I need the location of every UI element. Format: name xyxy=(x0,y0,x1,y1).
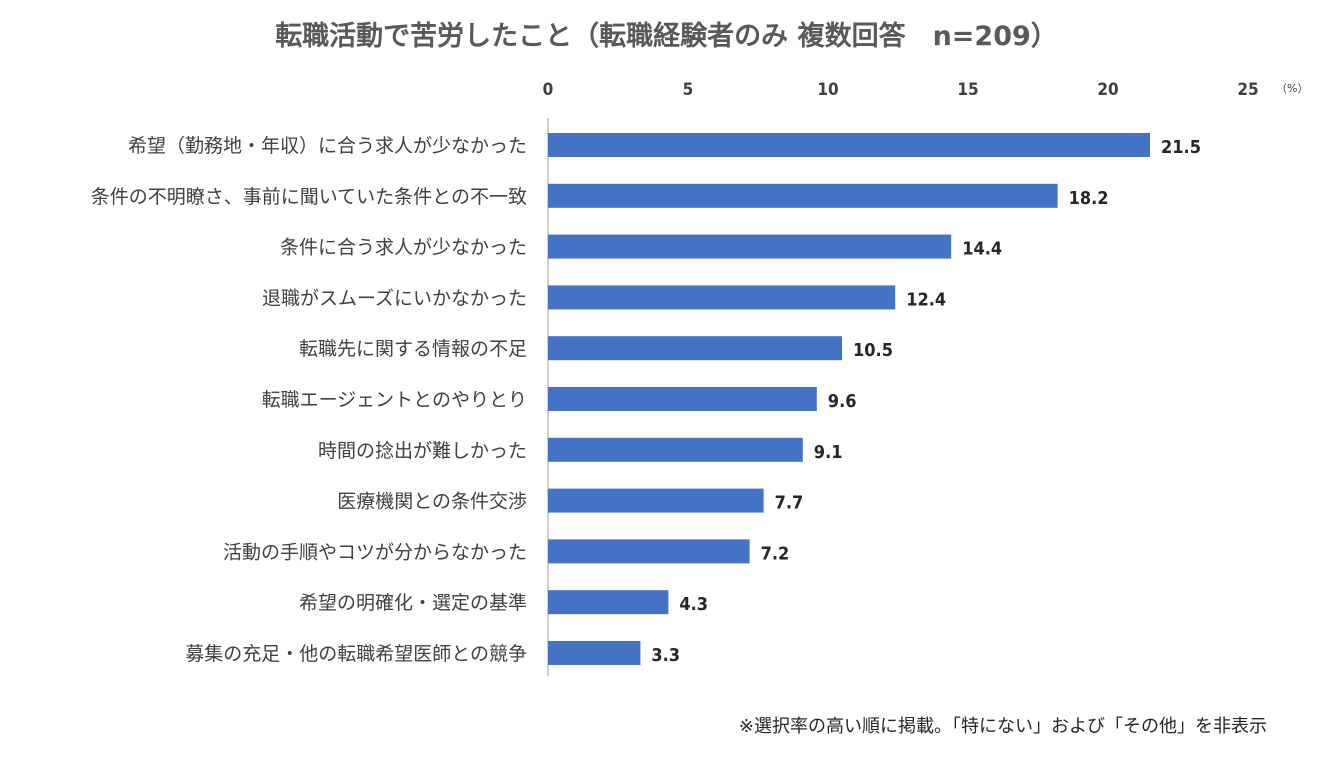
category-labels: 希望（勤務地・年収）に合う求人が少なかった条件の不明瞭さ、事前に聞いていた条件と… xyxy=(91,135,527,665)
category-label: 医療機関との条件交渉 xyxy=(337,491,527,513)
x-tick-label: 25 xyxy=(1237,80,1258,100)
category-label: 時間の捻出が難しかった xyxy=(318,440,527,462)
bar xyxy=(548,387,817,411)
value-label: 21.5 xyxy=(1161,137,1201,158)
value-label: 9.6 xyxy=(828,391,857,412)
value-label: 12.4 xyxy=(906,289,946,310)
bar xyxy=(548,488,764,513)
x-tick-label: 0 xyxy=(543,80,554,100)
category-label: 条件の不明瞭さ、事前に聞いていた条件との不一致 xyxy=(91,186,527,208)
unit-label: （%） xyxy=(1276,82,1308,95)
value-label: 9.1 xyxy=(814,442,843,463)
value-label: 7.2 xyxy=(761,543,790,564)
bar xyxy=(548,590,669,615)
value-label: 10.5 xyxy=(853,340,893,361)
category-label: 募集の充足・他の転職希望医師との競争 xyxy=(185,643,527,665)
bar xyxy=(548,285,896,310)
value-label: 14.4 xyxy=(962,239,1002,260)
bars xyxy=(548,133,1150,665)
value-label: 4.3 xyxy=(679,594,708,615)
category-label: 転職エージェントとのやりとり xyxy=(262,389,527,411)
chart-note: ※選択率の高い順に掲載。「特にない」および「その他」を非表示 xyxy=(738,716,1267,737)
x-tick-label: 20 xyxy=(1097,80,1118,100)
x-tick-label: 15 xyxy=(957,80,978,100)
bar xyxy=(548,183,1058,208)
x-axis: 0 5 10 15 20 25 （%） xyxy=(543,80,1308,676)
chart-title: 転職活動で苦労したこと（転職経験者のみ 複数回答 n=209） xyxy=(275,21,1058,52)
value-label: 3.3 xyxy=(651,645,680,666)
bar xyxy=(548,234,952,259)
x-tick-label: 10 xyxy=(817,80,838,100)
value-label: 7.7 xyxy=(775,493,804,514)
bar xyxy=(548,437,803,462)
category-label: 条件に合う求人が少なかった xyxy=(280,237,527,259)
bar xyxy=(548,133,1150,157)
category-label: 退職がスムーズにいかなかった xyxy=(262,287,527,309)
category-label: 活動の手順やコツが分からなかった xyxy=(223,541,527,563)
category-label: 希望の明確化・選定の基準 xyxy=(299,592,527,614)
bar xyxy=(548,641,641,665)
value-label: 18.2 xyxy=(1069,188,1109,209)
category-label: 希望（勤務地・年収）に合う求人が少なかった xyxy=(128,135,527,157)
bar xyxy=(548,539,750,564)
value-labels: 21.5 18.2 14.4 12.4 10.5 9.6 9.1 7.7 7.2 4.3 3.3 xyxy=(651,137,1201,666)
x-tick-label: 5 xyxy=(683,80,694,100)
bar xyxy=(548,336,842,361)
category-label: 転職先に関する情報の不足 xyxy=(299,338,527,360)
